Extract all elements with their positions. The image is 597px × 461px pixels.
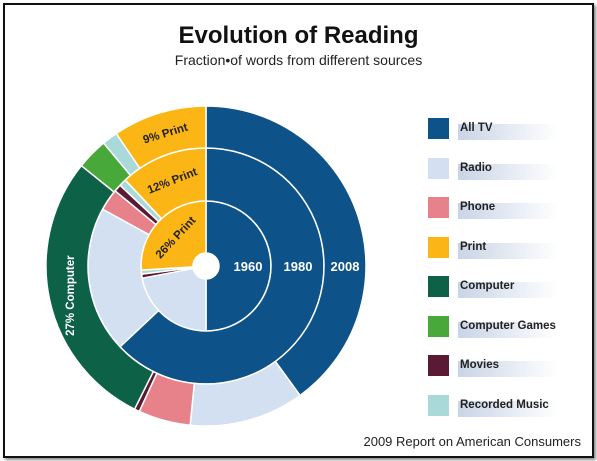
legend-item: Phone xyxy=(428,197,558,237)
legend-label: Radio xyxy=(460,161,492,174)
legend-item: Computer xyxy=(428,276,558,316)
legend-label: Movies xyxy=(460,359,499,371)
slice-2008-all-tv xyxy=(205,105,367,397)
legend-swatch xyxy=(428,197,449,218)
legend-swatch xyxy=(428,355,449,376)
chart-subtitle: Fraction•of words from different sources xyxy=(174,52,423,68)
legend-bar xyxy=(458,203,558,219)
chart-title: Evolution of Reading xyxy=(178,22,419,49)
legend-label: Recorded Music xyxy=(460,398,549,411)
legend-label: All TV xyxy=(460,122,493,134)
legend-bar xyxy=(458,124,558,140)
slice-2008-print xyxy=(115,105,207,170)
legend-item: Print xyxy=(428,236,558,277)
legend-swatch xyxy=(428,394,449,416)
legend-item: Recorded Music xyxy=(428,394,558,435)
legend-label: Computer xyxy=(460,280,515,292)
source-note: 2009 Report on American Consumers xyxy=(363,434,581,449)
legend-bar xyxy=(458,321,558,338)
legend-bar xyxy=(458,163,558,180)
legend-item: Computer Games xyxy=(428,315,558,356)
legend-bar xyxy=(458,282,558,298)
legend-label: Print xyxy=(460,240,487,253)
ring-label-1960: 1960 xyxy=(234,259,263,274)
legend-swatch xyxy=(428,236,449,258)
center-hole xyxy=(194,254,218,278)
slice-label-2008-computer: 27% Computer xyxy=(65,255,77,336)
legend-swatch xyxy=(428,276,449,297)
ring-label-2008: 2008 xyxy=(331,259,360,274)
legend-item: All TV xyxy=(428,118,558,158)
legend-item: Radio xyxy=(428,157,558,198)
legend-swatch xyxy=(428,118,449,139)
ring-label-1980: 1980 xyxy=(284,259,313,274)
legend-label: Phone xyxy=(460,201,496,213)
legend-bar xyxy=(458,361,558,377)
legend-swatch xyxy=(428,315,449,337)
legend-swatch xyxy=(428,157,449,179)
legend-label: Computer Games xyxy=(460,319,556,332)
legend-item: Movies xyxy=(428,355,558,395)
legend-bar xyxy=(458,400,558,417)
legend-bar xyxy=(458,242,558,259)
legend: All TV Radio Phone Print Computer Comput… xyxy=(428,118,558,434)
